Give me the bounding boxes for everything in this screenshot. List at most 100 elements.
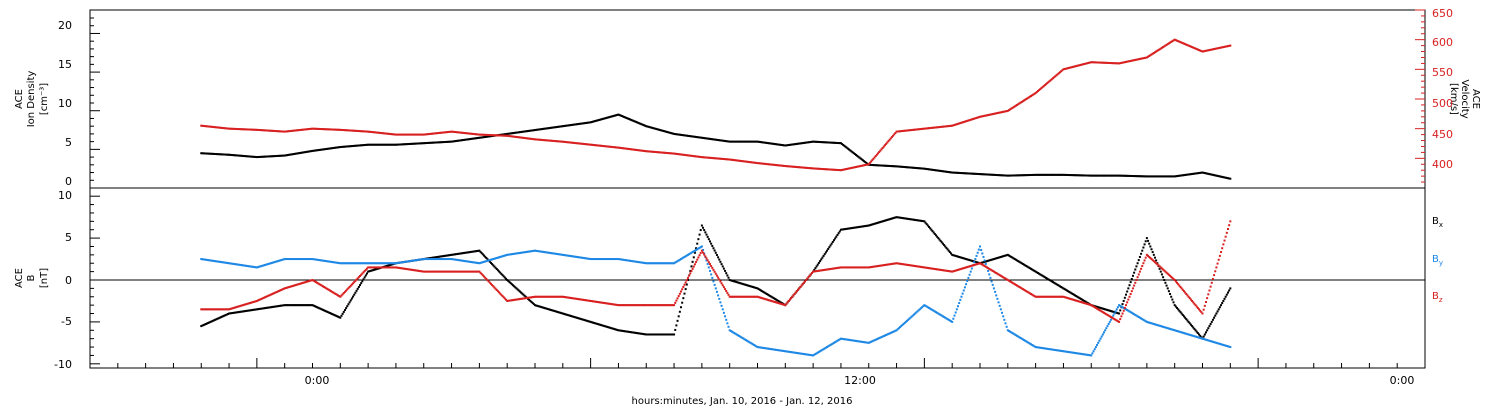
- bx-point: [921, 219, 924, 222]
- bx-point: [582, 318, 585, 321]
- by-point: [690, 251, 693, 254]
- velocity-point: [550, 139, 553, 142]
- velocity-point: [807, 167, 810, 170]
- b-tick-0: 0: [65, 274, 72, 287]
- density-point: [435, 141, 438, 144]
- density-point: [1026, 174, 1029, 177]
- velocity-point: [761, 162, 764, 165]
- bz-point: [377, 266, 380, 269]
- density-point: [457, 139, 460, 142]
- bx-point: [684, 288, 687, 291]
- bz-point: [712, 268, 715, 271]
- bz-point: [1147, 254, 1150, 257]
- density-point: [655, 128, 658, 131]
- by-point: [607, 258, 610, 261]
- bx-point: [457, 252, 460, 255]
- bz-point: [309, 279, 312, 282]
- density-point: [385, 143, 388, 146]
- velocity-point: [729, 158, 732, 161]
- bx-point: [647, 333, 650, 336]
- bx-point: [882, 219, 885, 222]
- bz-point: [996, 272, 999, 275]
- by-point: [309, 258, 312, 261]
- bz-point: [928, 267, 931, 270]
- density-point: [327, 147, 330, 150]
- by-point: [501, 255, 504, 258]
- density-point: [331, 147, 334, 150]
- velocity-point: [715, 157, 718, 160]
- by-point: [895, 329, 898, 332]
- bz-point: [786, 301, 789, 304]
- velocity-point: [567, 141, 570, 144]
- by-point: [802, 353, 805, 356]
- density-point: [728, 140, 731, 143]
- bz-point: [240, 304, 243, 307]
- bx-point: [838, 230, 841, 233]
- by-point: [904, 320, 907, 323]
- velocity-point: [602, 145, 605, 148]
- velocity-point: [1167, 42, 1170, 45]
- by-point: [797, 352, 800, 355]
- bx-point: [1145, 237, 1148, 240]
- bz-point: [801, 283, 804, 286]
- density-point: [893, 165, 896, 168]
- bz-point: [412, 269, 415, 272]
- bx-point: [933, 232, 936, 235]
- by-point: [1099, 337, 1102, 340]
- bz-point: [785, 302, 788, 305]
- velocity-point: [686, 154, 689, 157]
- velocity-point: [688, 154, 691, 157]
- velocity-point: [831, 168, 834, 171]
- bx-point: [604, 325, 607, 328]
- by-point: [1071, 351, 1074, 354]
- bx-point: [629, 331, 632, 334]
- bz-point: [639, 304, 642, 307]
- bz-point: [765, 298, 768, 301]
- velocity-point: [473, 133, 476, 136]
- velocity-point: [903, 129, 906, 132]
- density-point: [662, 130, 665, 133]
- velocity-point: [771, 163, 774, 166]
- by-point: [1173, 329, 1176, 332]
- density-point: [462, 139, 465, 142]
- by-point: [1096, 343, 1099, 346]
- density-point: [706, 137, 709, 140]
- velocity-point: [498, 134, 501, 137]
- by-point: [306, 258, 309, 261]
- density-point: [875, 164, 878, 167]
- velocity-point: [225, 127, 228, 130]
- velocity-tick-650: 650: [1432, 7, 1453, 20]
- velocity-point: [558, 140, 561, 143]
- bz-point: [326, 288, 329, 291]
- bx-point: [707, 238, 710, 241]
- bz-point: [1114, 318, 1117, 321]
- by-point: [494, 257, 497, 260]
- bx-point: [372, 268, 375, 271]
- bz-point: [289, 285, 292, 288]
- bx-point: [386, 264, 389, 267]
- bx-point: [1123, 296, 1126, 299]
- bz-point: [292, 284, 295, 287]
- bz-point: [905, 263, 908, 266]
- by-point: [223, 261, 226, 264]
- by-point: [258, 265, 261, 268]
- density-point: [989, 173, 992, 176]
- velocity-point: [617, 146, 620, 149]
- velocity-point: [587, 143, 590, 146]
- by-point: [1187, 333, 1190, 336]
- density-point: [537, 128, 540, 131]
- by-point: [470, 261, 473, 264]
- by-point: [875, 338, 878, 341]
- by-point: [556, 252, 559, 255]
- bx-point: [523, 294, 526, 297]
- bz-point: [625, 304, 628, 307]
- bz-point: [226, 308, 229, 311]
- bx-point: [575, 316, 578, 319]
- density-point: [1142, 175, 1145, 178]
- bx-point: [823, 253, 826, 256]
- bz-point: [839, 266, 842, 269]
- velocity-point: [741, 160, 744, 163]
- by-point: [289, 258, 292, 261]
- bx-point: [754, 286, 757, 289]
- by-point: [1106, 325, 1109, 328]
